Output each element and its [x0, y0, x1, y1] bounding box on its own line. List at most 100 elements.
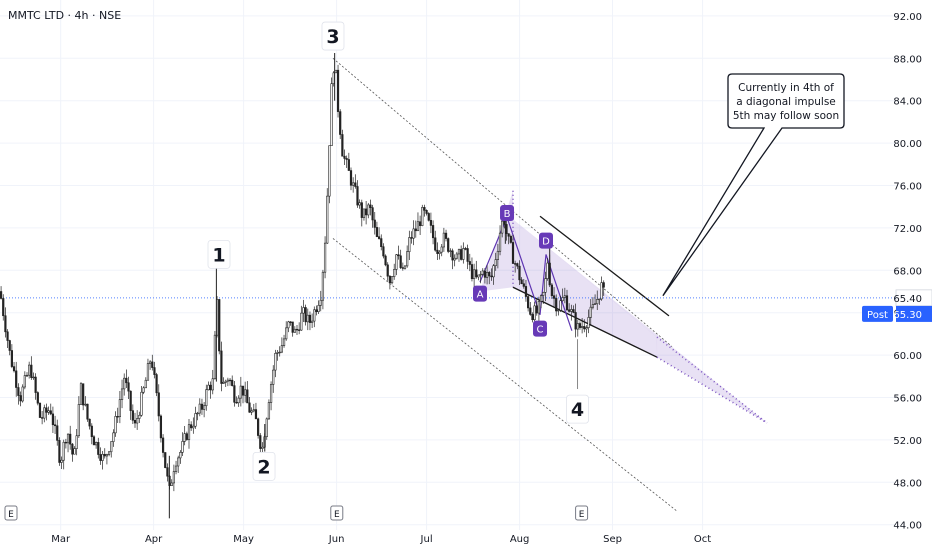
candle-body [97, 442, 100, 455]
candle-body [390, 276, 394, 284]
candle-body [529, 307, 532, 315]
channel-lower-line [332, 238, 677, 512]
candles [0, 53, 605, 519]
candle-body [360, 202, 363, 218]
candle-body [15, 370, 18, 388]
price-tick-label: 56.00 [893, 394, 922, 405]
candle-body [509, 235, 512, 243]
candle-body [377, 236, 381, 239]
candle-body [339, 111, 342, 135]
pattern-point-badge [473, 285, 488, 302]
annotation-line: Currently in 4th of [738, 82, 834, 94]
candle-body [375, 227, 379, 237]
candle-body [438, 251, 441, 254]
candle-body [313, 309, 316, 322]
candle-body [349, 170, 353, 186]
candle-body [429, 220, 433, 226]
candle-body [334, 69, 337, 74]
candle-body [149, 361, 152, 364]
candle-body [356, 186, 359, 206]
candle-body [248, 402, 251, 413]
candle-body [321, 271, 325, 301]
candle-body [403, 265, 407, 269]
candle-body [73, 448, 76, 455]
candle-body [140, 391, 143, 416]
candle-body [304, 307, 307, 323]
candle-body [92, 436, 96, 446]
candle-body [373, 219, 376, 228]
projection-lower-edge [656, 356, 768, 424]
axes: 92.0088.0084.0080.0076.0072.0068.0064.00… [4, 12, 932, 545]
candle-body [138, 414, 141, 419]
candle-body [328, 145, 331, 197]
candle-body [88, 418, 91, 427]
candle-body [239, 385, 242, 399]
candle-body [21, 386, 24, 402]
post-price-label: 65.30 [893, 310, 922, 321]
candle-body [153, 367, 156, 375]
last-price-label: 65.40 [893, 294, 922, 305]
candle-body [341, 134, 344, 157]
candle-body [222, 382, 225, 384]
candle-body [535, 305, 538, 314]
candle-body [470, 264, 474, 280]
candle-body [406, 251, 409, 267]
wave-label: 2 [257, 456, 270, 478]
price-tick-label: 92.00 [893, 12, 922, 23]
candle-body [127, 382, 130, 392]
candle-body [544, 278, 547, 293]
candle-body [23, 375, 26, 388]
candle-body [496, 250, 499, 260]
candle-body [278, 351, 281, 354]
candle-body [570, 309, 573, 312]
candle-body [583, 326, 586, 330]
candle-body [274, 353, 277, 371]
chart-title: MMTC LTD · 4h · NSE [8, 9, 122, 22]
candle-body [246, 389, 249, 404]
candle-body [181, 441, 184, 453]
annotation-line: 5th may follow soon [733, 110, 839, 122]
pattern-point-badge [500, 205, 515, 222]
candle-body [64, 441, 67, 444]
candle-body [285, 327, 288, 340]
candle-body [105, 454, 109, 457]
candle-body [559, 300, 562, 311]
candle-body [568, 309, 571, 312]
candle-body [60, 459, 63, 463]
candle-body [146, 363, 150, 381]
candle-body [110, 441, 113, 453]
candle-body [533, 305, 536, 321]
candle-body [198, 403, 201, 414]
candle-body [4, 315, 7, 333]
wedge-lower-line [512, 286, 658, 358]
candle-body [421, 207, 424, 226]
candle-body [336, 69, 340, 112]
candle-body [196, 412, 199, 415]
candle-body [226, 379, 229, 382]
candle-body [282, 338, 286, 346]
candle-body [289, 321, 292, 323]
candle-body [593, 303, 597, 305]
candle-body [142, 387, 145, 393]
candle-body [291, 321, 294, 333]
event-marker-label: E [8, 510, 14, 520]
candle-body [473, 269, 476, 280]
pattern-point-label: B [504, 209, 511, 220]
pattern-point-label: C [537, 325, 544, 336]
candle-body [49, 410, 52, 415]
candle-body [453, 257, 456, 261]
candle-body [542, 292, 545, 296]
price-tick-label: 76.00 [893, 182, 922, 193]
candle-body [200, 403, 204, 410]
price-tick-label: 80.00 [893, 139, 922, 150]
candle-body [157, 392, 160, 417]
time-tick-label: Oct [694, 534, 711, 545]
candle-body [276, 352, 279, 354]
candle-body [498, 232, 502, 252]
candle-body [205, 389, 208, 407]
candle-body [51, 413, 55, 426]
candle-body [103, 453, 106, 457]
candle-body [384, 255, 387, 266]
